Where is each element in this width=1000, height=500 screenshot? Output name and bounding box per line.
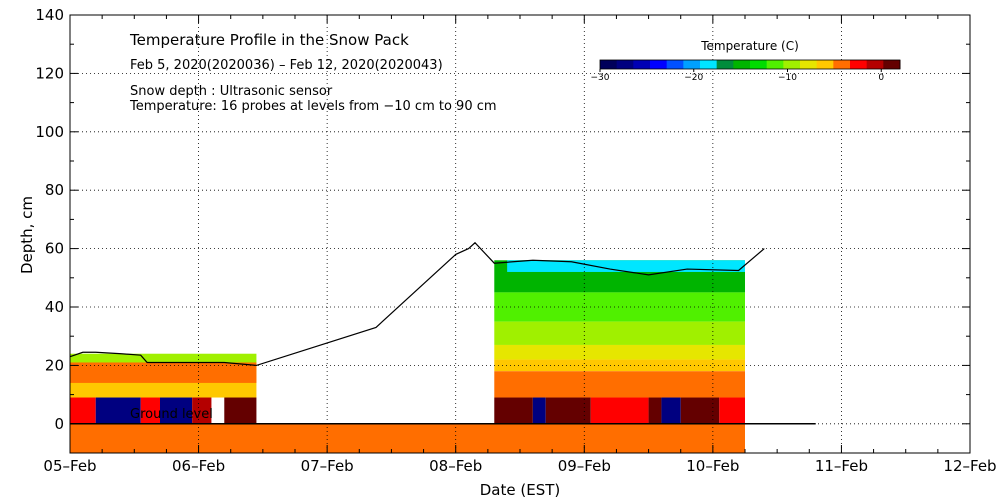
plot-layers xyxy=(70,260,745,453)
colorbar-swatch xyxy=(766,60,784,69)
colorbar-tick-label: −10 xyxy=(778,73,797,83)
temperature-cell xyxy=(545,397,591,424)
x-tick-label: 12–Feb xyxy=(943,457,996,475)
x-tick-label: 09–Feb xyxy=(558,457,611,475)
temperature-cell xyxy=(494,292,745,322)
colorbar-swatch xyxy=(833,60,851,69)
y-tick-label: 0 xyxy=(54,415,64,433)
temperature-cell xyxy=(70,353,257,366)
temperature-cell xyxy=(494,344,745,360)
colorbar-ticks: −30 −20 −10 0 xyxy=(591,69,884,83)
ground-level-label: Ground level xyxy=(130,407,213,422)
y-tick-label: 100 xyxy=(35,123,64,141)
axis-ticks: 05–Feb 06–Feb 07–Feb 08–Feb 09–Feb 10–Feb 11–F… xyxy=(35,6,996,475)
chart-title: Temperature Profile in the Snow Pack xyxy=(129,31,409,49)
y-tick-label: 60 xyxy=(45,240,64,258)
note-snow-depth: Snow depth : Ultrasonic sensor xyxy=(130,84,333,99)
colorbar-swatch xyxy=(633,60,651,69)
colorbar-swatch xyxy=(816,60,834,69)
y-tick-label: 120 xyxy=(35,64,64,82)
colorbar-swatch xyxy=(666,60,684,69)
colorbar-swatch xyxy=(616,60,634,69)
colorbar-tick-label: −30 xyxy=(591,73,610,83)
temperature-cell xyxy=(648,397,662,424)
temperature-cell xyxy=(224,397,257,424)
colorbar-legend: Temperature (C) −30 −20 −10 0 xyxy=(591,39,901,83)
colorbar-swatch xyxy=(733,60,751,69)
colorbar-swatch xyxy=(883,60,901,69)
temperature-cell xyxy=(494,397,533,424)
x-tick-label: 10–Feb xyxy=(686,457,739,475)
snow-depth-line xyxy=(69,241,765,367)
temperature-cell xyxy=(160,397,193,424)
temperature-cell xyxy=(590,397,649,424)
temperature-cell xyxy=(719,397,745,424)
temperature-cell xyxy=(494,359,745,372)
x-tick-label: 06–Feb xyxy=(172,457,225,475)
y-tick-label: 140 xyxy=(35,6,64,24)
x-tick-label: 08–Feb xyxy=(429,457,482,475)
temperature-cell xyxy=(70,397,96,424)
colorbar-swatch xyxy=(650,60,668,69)
temperature-cell xyxy=(507,260,745,272)
colorbar-swatch xyxy=(700,60,718,69)
colorbar-swatch xyxy=(850,60,868,69)
temperature-cell xyxy=(680,397,720,424)
temperature-cell xyxy=(532,397,546,424)
temperature-cell xyxy=(140,397,160,424)
temperature-cell xyxy=(494,371,745,398)
colorbar-swatch xyxy=(600,60,618,69)
temperature-cell xyxy=(95,397,141,424)
y-tick-label: 20 xyxy=(45,356,64,374)
colorbar-swatches xyxy=(599,59,901,70)
temperature-cell xyxy=(192,397,212,424)
colorbar-swatch xyxy=(750,60,768,69)
colorbar-swatch xyxy=(716,60,734,69)
colorbar-swatch xyxy=(866,60,884,69)
colorbar-frame xyxy=(599,59,901,70)
temperature-cell xyxy=(494,321,745,345)
colorbar-tick-label: 0 xyxy=(878,73,884,83)
y-tick-label: 80 xyxy=(45,181,64,199)
snow-depth-series xyxy=(69,241,765,367)
note-temperature: Temperature: 16 probes at levels from −1… xyxy=(129,99,497,114)
colorbar-swatch xyxy=(800,60,818,69)
grid-lines xyxy=(70,15,970,453)
colorbar-swatch xyxy=(783,60,801,69)
y-tick-label: 40 xyxy=(45,298,64,316)
colorbar-tick-label: −20 xyxy=(684,73,703,83)
x-axis-title: Date (EST) xyxy=(480,481,561,499)
temperature-cell xyxy=(70,423,745,453)
colorbar-swatch xyxy=(683,60,701,69)
x-tick-label: 05–Feb xyxy=(43,457,96,475)
temperature-cell xyxy=(70,362,257,383)
chart-subtitle: Feb 5, 2020(2020036) – Feb 12, 2020(2020… xyxy=(130,58,443,73)
temperature-cell xyxy=(661,397,681,424)
x-tick-label: 11–Feb xyxy=(815,457,868,475)
x-tick-label: 07–Feb xyxy=(301,457,354,475)
colorbar-title: Temperature (C) xyxy=(700,39,799,53)
y-axis-title: Depth, cm xyxy=(18,196,36,274)
